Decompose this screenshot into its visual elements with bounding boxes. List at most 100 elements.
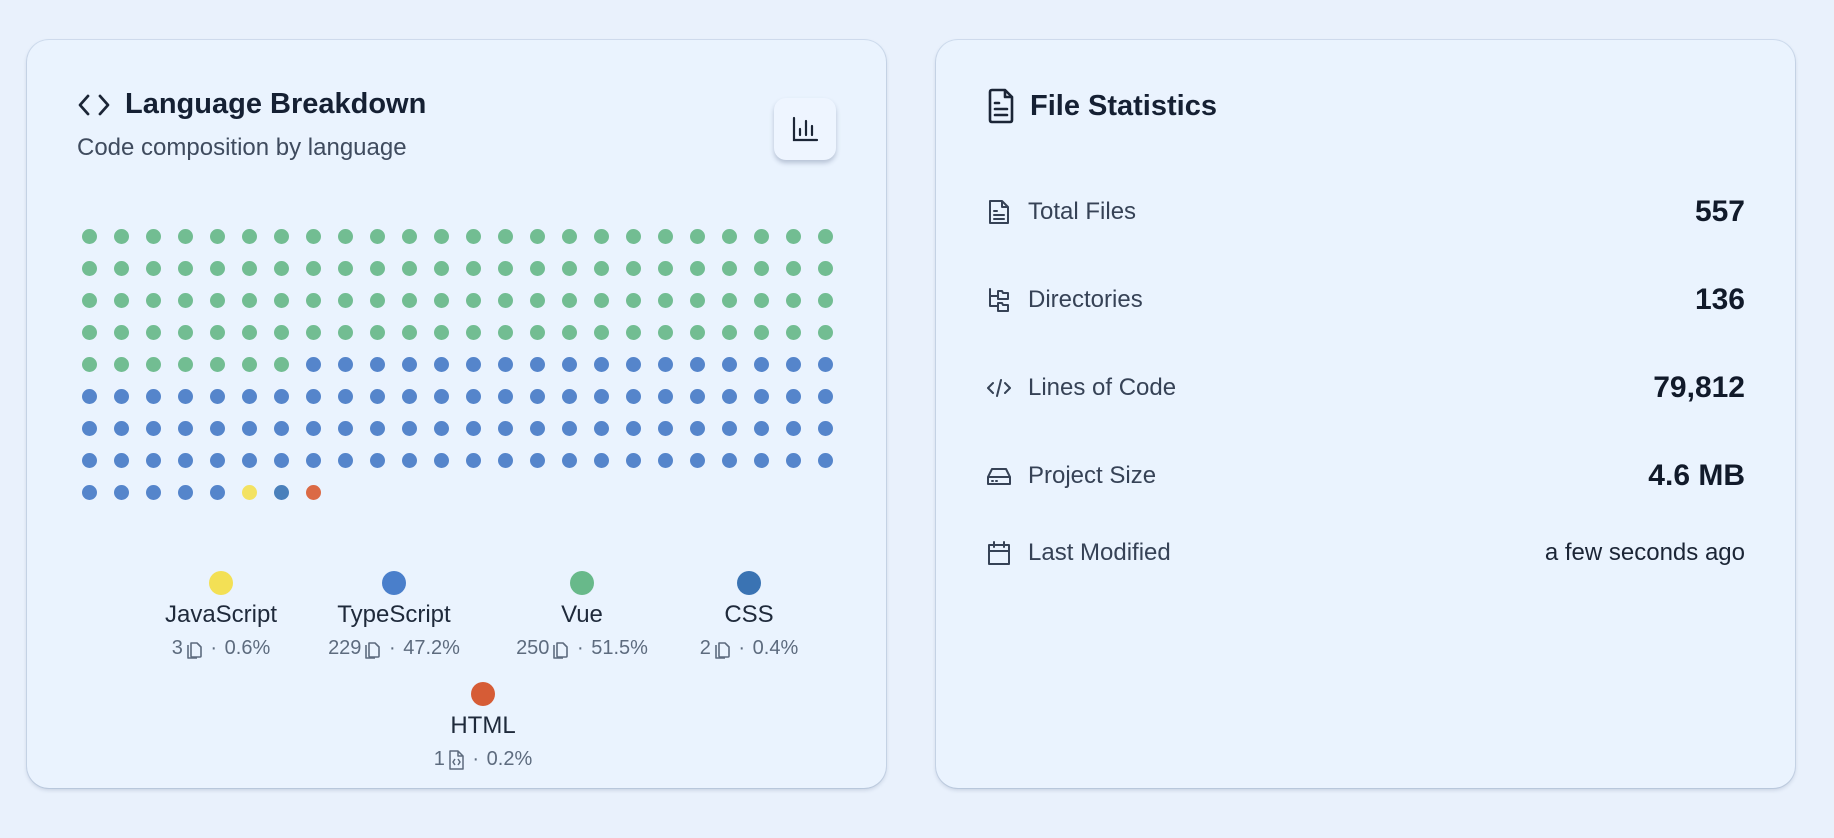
waffle-dot-vue	[114, 261, 129, 276]
waffle-dot-typescript	[786, 453, 801, 468]
code-icon	[77, 91, 111, 119]
waffle-dot-typescript	[146, 453, 161, 468]
waffle-dot-vue	[242, 325, 257, 340]
waffle-dot-vue	[370, 261, 385, 276]
waffle-dot-typescript	[178, 485, 193, 500]
waffle-dot-typescript	[690, 421, 705, 436]
waffle-dot-vue	[658, 261, 673, 276]
waffle-dot-vue	[338, 325, 353, 340]
stat-value: 136	[1694, 283, 1745, 316]
waffle-dot-vue	[530, 293, 545, 308]
legend-percent: 0.4%	[752, 637, 799, 659]
legend-file-count: 3	[171, 637, 183, 659]
waffle-dot-typescript	[82, 421, 97, 436]
hard-drive-icon	[986, 462, 1012, 490]
waffle-dot-vue	[338, 293, 353, 308]
waffle-dot-typescript	[466, 389, 481, 404]
legend-language-name: JavaScript	[164, 601, 278, 628]
waffle-dot-typescript	[754, 357, 769, 372]
waffle-dot-css	[274, 485, 289, 500]
separator: ·	[383, 637, 402, 659]
legend-stats: 2 · 0.4%	[649, 637, 849, 660]
stat-label: Total Files	[1028, 198, 1137, 225]
waffle-dot-typescript	[754, 389, 769, 404]
waffle-dot-vue	[402, 293, 417, 308]
legend-file-count: 2	[699, 637, 711, 659]
waffle-dot-vue	[594, 293, 609, 308]
waffle-dot-vue	[402, 325, 417, 340]
waffle-dot-vue	[114, 229, 129, 244]
waffle-dot-typescript	[722, 357, 737, 372]
waffle-dot-typescript	[338, 357, 353, 372]
waffle-dot-typescript	[146, 421, 161, 436]
stats-card-header: File Statistics	[986, 88, 1217, 124]
legend-item-vue: Vue 250 · 51.5%	[482, 571, 682, 660]
waffle-dot-typescript	[530, 357, 545, 372]
legend-language-name: Vue	[561, 601, 603, 628]
waffle-dot-vue	[754, 229, 769, 244]
waffle-dot-vue	[210, 229, 225, 244]
waffle-dot-typescript	[594, 389, 609, 404]
waffle-dot-vue	[658, 229, 673, 244]
waffle-dot-vue	[210, 293, 225, 308]
legend-stats: 3 · 0.6%	[121, 637, 321, 660]
waffle-dot-typescript	[370, 453, 385, 468]
waffle-dot-typescript	[274, 389, 289, 404]
waffle-dot-javascript	[242, 485, 257, 500]
waffle-dot-typescript	[818, 389, 833, 404]
legend-item-css: CSS 2 · 0.4%	[649, 571, 849, 660]
waffle-dot-typescript	[370, 357, 385, 372]
file-code-icon	[447, 749, 465, 771]
waffle-dot-vue	[82, 357, 97, 372]
stat-value: 557	[1694, 195, 1745, 228]
waffle-dot-typescript	[434, 389, 449, 404]
waffle-dot-vue	[594, 261, 609, 276]
language-breakdown-card: Language Breakdown Code composition by l…	[27, 40, 886, 788]
legend-file-count: 1	[433, 748, 445, 770]
copy-icon	[185, 639, 203, 659]
waffle-dot-vue	[466, 261, 481, 276]
waffle-dot-vue	[338, 229, 353, 244]
waffle-dot-typescript	[658, 357, 673, 372]
separator: ·	[732, 637, 751, 659]
waffle-dot-vue	[562, 293, 577, 308]
folder-tree-icon	[986, 286, 1012, 314]
legend-language-name: CSS	[724, 601, 774, 628]
waffle-dot-typescript	[498, 453, 513, 468]
calendar-icon	[986, 539, 1012, 567]
waffle-dot-vue	[210, 261, 225, 276]
file-text-icon	[986, 198, 1012, 226]
waffle-dot-vue	[370, 229, 385, 244]
waffle-dot-vue	[370, 325, 385, 340]
legend-percent: 0.6%	[224, 637, 271, 659]
waffle-dot-typescript	[594, 453, 609, 468]
legend-color-dot	[471, 682, 495, 706]
waffle-dot-typescript	[338, 389, 353, 404]
waffle-dot-typescript	[818, 357, 833, 372]
waffle-dot-vue	[690, 261, 705, 276]
waffle-dot-typescript	[210, 453, 225, 468]
copy-icon	[713, 639, 731, 659]
waffle-dot-vue	[434, 325, 449, 340]
waffle-dot-typescript	[658, 453, 673, 468]
stat-row-last-modified: Last Modified a few seconds ago	[986, 539, 1745, 567]
waffle-dot-typescript	[690, 453, 705, 468]
waffle-dot-vue	[434, 261, 449, 276]
waffle-dot-vue	[466, 325, 481, 340]
waffle-dot-vue	[434, 229, 449, 244]
waffle-dot-typescript	[690, 389, 705, 404]
waffle-dot-typescript	[658, 389, 673, 404]
stat-label: Lines of Code	[1028, 374, 1177, 401]
waffle-dot-typescript	[178, 421, 193, 436]
waffle-dot-vue	[754, 293, 769, 308]
waffle-dot-typescript	[722, 453, 737, 468]
waffle-dot-typescript	[562, 357, 577, 372]
waffle-dot-vue	[786, 293, 801, 308]
copy-icon	[363, 639, 381, 659]
waffle-dot-vue	[626, 229, 641, 244]
waffle-dot-vue	[722, 325, 737, 340]
chart-view-toggle-button[interactable]	[774, 98, 836, 160]
waffle-dot-vue	[146, 357, 161, 372]
waffle-dot-vue	[274, 293, 289, 308]
language-card-title: Language Breakdown	[125, 88, 427, 120]
